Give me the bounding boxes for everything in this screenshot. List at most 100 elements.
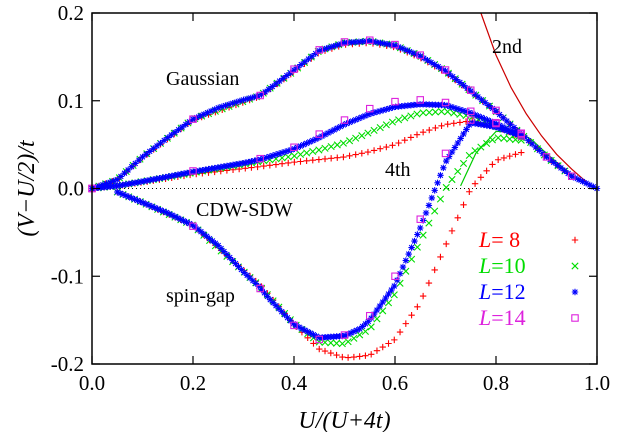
data-point: [139, 153, 146, 161]
data-point: [389, 142, 396, 149]
x-axis-label: U/(U+4t): [298, 408, 390, 432]
data-point: [434, 179, 441, 187]
data-point: [278, 154, 286, 162]
data-point: [242, 159, 249, 166]
data-point: [257, 156, 264, 163]
data-point: [355, 38, 363, 46]
data-point: [413, 243, 421, 251]
data-point: [290, 143, 298, 152]
data-point: [241, 269, 248, 276]
data-point: [383, 143, 390, 151]
legend-label-value: =14: [491, 305, 525, 330]
data-point: [285, 159, 292, 167]
data-point: [379, 307, 387, 315]
data-point: [442, 183, 450, 192]
data-point: [341, 39, 348, 47]
data-point: [295, 323, 303, 331]
data-point: [460, 201, 467, 208]
data-point: [408, 255, 416, 263]
data-point: [437, 107, 446, 116]
data-point: [356, 353, 363, 360]
data-point: [449, 73, 456, 80]
x-tick-label: 0.8: [483, 371, 509, 395]
data-point: [174, 171, 182, 178]
data-point: [132, 160, 139, 167]
data-point: [292, 322, 300, 329]
data-point: [160, 137, 168, 144]
data-point: [451, 144, 459, 151]
data-point: [512, 151, 519, 158]
data-point: [338, 340, 346, 348]
data-point: [333, 351, 340, 359]
data-point: [362, 352, 369, 359]
data-point: [380, 40, 388, 47]
data-point: [364, 111, 372, 118]
data-point: [323, 45, 330, 52]
data-point: [419, 129, 427, 136]
data-point: [275, 150, 283, 157]
data-point: [284, 153, 292, 161]
data-point: [441, 149, 450, 158]
data-point: [488, 136, 496, 144]
data-point: [258, 286, 265, 293]
x-tick-label: 0.6: [382, 371, 408, 395]
data-point: [485, 102, 492, 109]
legend: L= 8L=10L=12L=14: [478, 227, 579, 330]
data-point: [441, 101, 448, 109]
data-point: [435, 63, 442, 70]
data-point: [383, 106, 390, 113]
legend-label: L= 8: [478, 227, 520, 252]
data-point: [416, 96, 424, 104]
data-point: [484, 116, 491, 124]
data-point: [370, 310, 378, 318]
data-point: [348, 39, 355, 46]
data-point: [425, 279, 433, 287]
data-point: [444, 120, 451, 128]
y-axis-label: (V−U/2)/t: [14, 139, 40, 237]
data-point: [478, 96, 485, 103]
x-tick-label: 0.2: [180, 371, 206, 395]
data-point: [212, 240, 219, 247]
data-point: [457, 135, 464, 142]
data-point: [471, 180, 479, 187]
data-point: [266, 162, 274, 169]
data-point: [114, 188, 121, 196]
data-point: [303, 157, 310, 165]
data-point: [254, 92, 262, 100]
data-point: [406, 48, 413, 55]
data-point: [568, 173, 575, 180]
data-point: [251, 157, 258, 164]
data-point: [494, 124, 502, 132]
data-point: [441, 66, 450, 74]
data-point: [245, 158, 252, 166]
data-point: [239, 160, 246, 167]
data-point: [554, 161, 561, 169]
data-point: [450, 120, 457, 127]
data-point: [478, 114, 485, 121]
data-point: [352, 38, 359, 46]
data-point: [414, 231, 421, 238]
data-point: [342, 332, 349, 339]
data-point: [315, 146, 323, 154]
legend-label-prefix: L: [478, 227, 491, 252]
data-point: [140, 177, 148, 185]
legend-label-value: =12: [491, 279, 525, 304]
data-point: [376, 302, 384, 310]
data-point: [407, 134, 415, 141]
data-point: [137, 178, 145, 185]
data-point: [466, 121, 473, 129]
data-point: [493, 120, 500, 128]
legend-label-value: =10: [491, 253, 525, 278]
data-point: [443, 240, 450, 248]
data-point: [159, 174, 166, 181]
data-point: [487, 118, 494, 125]
data-point: [468, 110, 476, 117]
data-point: [382, 294, 389, 302]
data-point: [168, 211, 176, 219]
data-point: [171, 213, 179, 220]
y-tick-label: 0.1: [58, 89, 84, 113]
data-point: [180, 217, 187, 224]
data-point: [309, 147, 317, 156]
data-point: [358, 114, 366, 121]
data-point: [154, 205, 161, 213]
